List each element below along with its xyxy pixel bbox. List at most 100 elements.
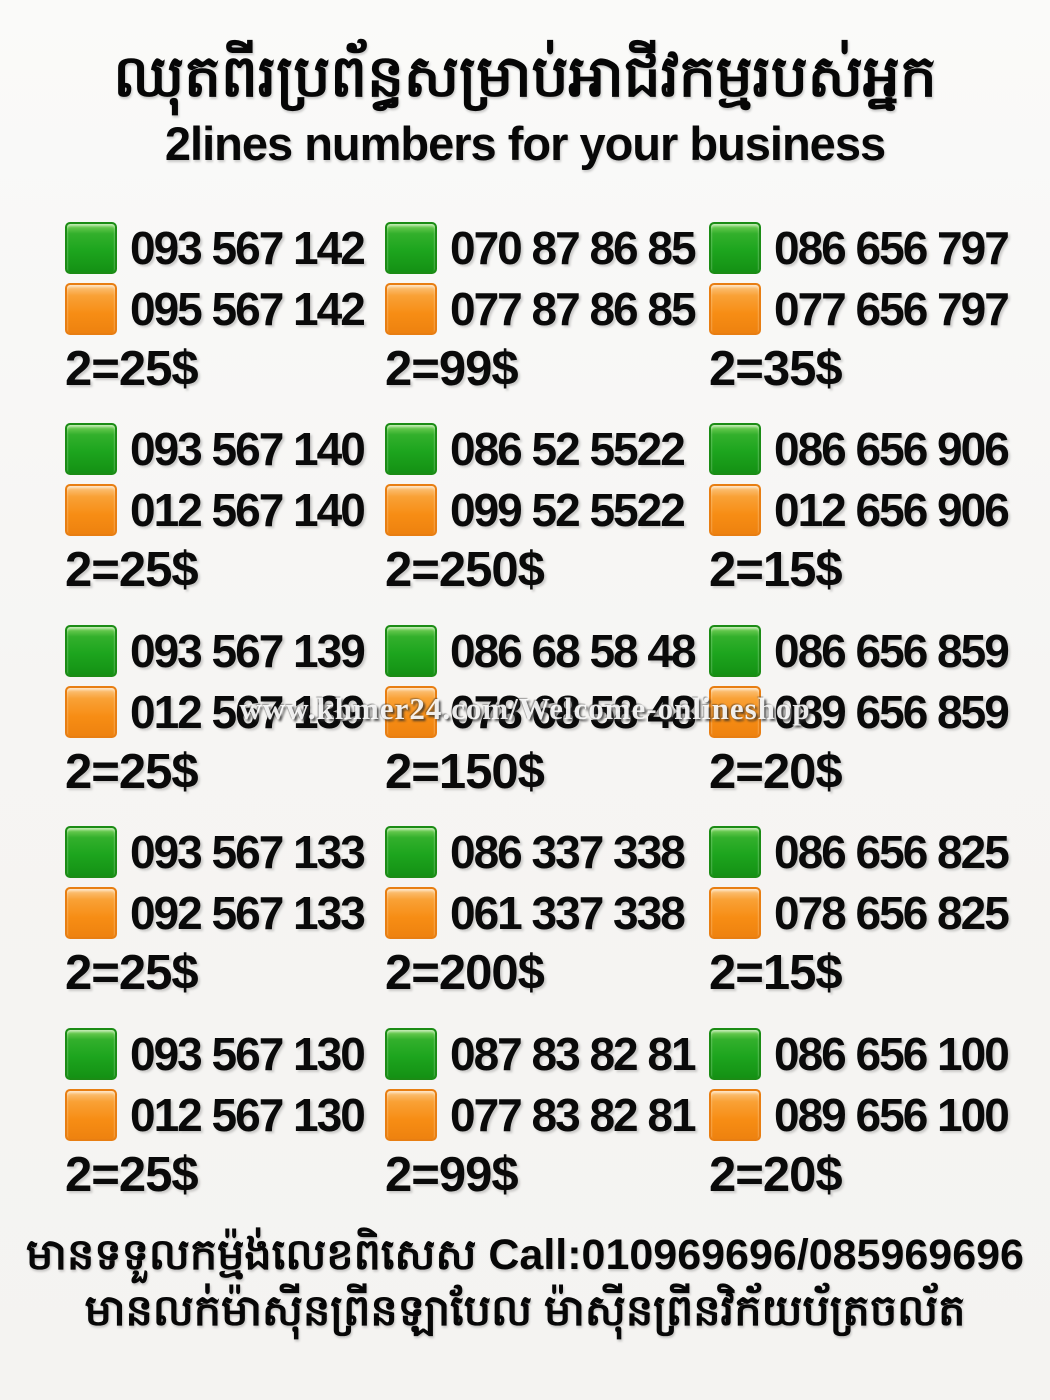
offer-number-line1: 086 656 906 xyxy=(774,423,1010,476)
offer-number-line2: 077 83 82 81 xyxy=(450,1088,697,1141)
offer-card: 086 656 100 089 656 100 2=20$ xyxy=(709,1027,1010,1202)
offer-price: 2=25$ xyxy=(65,744,199,799)
footer-contact-line: មានទទួលកម្ម៉ង់លេខពិសេស Call:010969696/08… xyxy=(26,1231,1024,1279)
poster-header: ឈុតពីរប្រព័ន្ធសម្រាប់អាជីវកម្មរបស់អ្នក 2… xyxy=(0,38,1050,171)
orange-square-icon xyxy=(385,685,437,738)
offer-line2-row: 092 567 133 xyxy=(65,887,385,940)
offer-number-line1: 087 83 82 81 xyxy=(450,1027,697,1080)
offer-number-line1: 086 656 825 xyxy=(774,826,1010,879)
offer-card: 086 337 338 061 337 338 2=200$ xyxy=(385,826,709,999)
orange-square-icon xyxy=(65,887,117,940)
offer-line2-row: 078 656 825 xyxy=(709,887,1010,940)
offer-number-line1: 093 567 130 xyxy=(130,1027,366,1080)
offer-number-line2: 012 567 139 xyxy=(130,685,366,738)
offer-number-line1: 093 567 139 xyxy=(130,624,366,677)
offer-line2-row: 077 656 797 xyxy=(709,283,1010,335)
green-square-icon xyxy=(709,826,761,879)
page-title-khmer: ឈុតពីរប្រព័ន្ធសម្រាប់អាជីវកម្មរបស់អ្នក xyxy=(113,44,937,109)
green-square-icon xyxy=(709,1027,761,1080)
offer-price: 2=250$ xyxy=(385,543,545,598)
green-square-icon xyxy=(385,1027,437,1080)
offer-line2-row: 012 656 906 xyxy=(709,484,1010,537)
offer-price: 2=25$ xyxy=(65,342,199,396)
offer-card: 093 567 139 012 567 139 2=25$ xyxy=(65,624,385,799)
offer-price: 2=25$ xyxy=(65,543,199,598)
green-square-icon xyxy=(385,423,437,476)
offer-line2-row: 077 87 86 85 xyxy=(385,283,709,335)
offer-price: 2=15$ xyxy=(709,543,843,598)
green-square-icon xyxy=(65,624,117,677)
offer-card: 070 87 86 85 077 87 86 85 2=99$ xyxy=(385,222,709,395)
offer-number-line1: 086 337 338 xyxy=(450,826,686,879)
offer-line1-row: 086 52 5522 xyxy=(385,423,709,476)
offer-line1-row: 070 87 86 85 xyxy=(385,222,709,274)
offer-card: 086 656 825 078 656 825 2=15$ xyxy=(709,826,1010,999)
green-square-icon xyxy=(65,1027,117,1080)
green-square-icon xyxy=(385,222,437,274)
offer-line2-row: 089 656 100 xyxy=(709,1088,1010,1141)
orange-square-icon xyxy=(709,887,761,940)
offer-line1-row: 086 337 338 xyxy=(385,826,709,879)
offer-card: 093 567 142 095 567 142 2=25$ xyxy=(65,222,385,395)
offer-number-line2: 092 567 133 xyxy=(130,887,366,940)
orange-square-icon xyxy=(385,887,437,940)
offer-number-line2: 095 567 142 xyxy=(130,283,366,335)
offer-line1-row: 093 567 133 xyxy=(65,826,385,879)
offer-price: 2=200$ xyxy=(385,946,545,1001)
offer-price: 2=35$ xyxy=(709,342,843,396)
offer-line2-row: 061 337 338 xyxy=(385,887,709,940)
offer-number-line1: 093 567 142 xyxy=(130,222,366,274)
offer-card: 086 656 859 089 656 859 2=20$ xyxy=(709,624,1010,799)
offer-number-line2: 077 87 86 85 xyxy=(450,283,697,335)
green-square-icon xyxy=(385,624,437,677)
offer-line2-row: 095 567 142 xyxy=(65,283,385,335)
orange-square-icon xyxy=(65,484,117,537)
offer-line1-row: 087 83 82 81 xyxy=(385,1027,709,1080)
offer-card: 093 567 133 092 567 133 2=25$ xyxy=(65,826,385,999)
offer-card: 086 656 797 077 656 797 2=35$ xyxy=(709,222,1010,396)
offer-number-line1: 086 68 58 48 xyxy=(450,624,697,677)
green-square-icon xyxy=(65,222,117,274)
offer-line1-row: 086 656 906 xyxy=(709,423,1010,476)
offer-line2-row: 078 68 58 48 xyxy=(385,685,709,738)
orange-square-icon xyxy=(709,685,761,738)
offer-number-line1: 086 52 5522 xyxy=(450,423,686,476)
orange-square-icon xyxy=(709,1088,761,1141)
green-square-icon xyxy=(65,826,117,879)
offer-number-line2: 012 567 130 xyxy=(130,1088,366,1141)
orange-square-icon xyxy=(385,1088,437,1141)
green-square-icon xyxy=(65,423,117,476)
offer-line2-row: 012 567 140 xyxy=(65,484,385,537)
offer-number-line2: 078 656 825 xyxy=(774,887,1010,940)
orange-square-icon xyxy=(65,685,117,738)
green-square-icon xyxy=(709,423,761,476)
offer-line1-row: 086 656 797 xyxy=(709,222,1010,274)
offer-card: 087 83 82 81 077 83 82 81 2=99$ xyxy=(385,1027,709,1202)
offer-price: 2=99$ xyxy=(385,1147,519,1202)
offer-line1-row: 086 656 100 xyxy=(709,1027,1010,1080)
offer-line2-row: 099 52 5522 xyxy=(385,484,709,537)
offer-line1-row: 093 567 130 xyxy=(65,1027,385,1080)
offer-number-line2: 078 68 58 48 xyxy=(450,685,697,738)
offer-price: 2=150$ xyxy=(385,744,545,799)
offer-card: 086 68 58 48 078 68 58 48 2=150$ xyxy=(385,624,709,799)
poster-footer: មានទទួលកម្ម៉ង់លេខពិសេស Call:010969696/08… xyxy=(0,1228,1050,1340)
offer-card: 093 567 130 012 567 130 2=25$ xyxy=(65,1027,385,1201)
offer-price: 2=20$ xyxy=(709,744,843,799)
offer-line1-row: 093 567 139 xyxy=(65,624,385,677)
offer-number-line2: 061 337 338 xyxy=(450,887,686,940)
offer-line1-row: 093 567 140 xyxy=(65,423,385,476)
offer-card: 093 567 140 012 567 140 2=25$ xyxy=(65,423,385,596)
offer-number-line1: 086 656 797 xyxy=(774,222,1010,274)
offer-line2-row: 077 83 82 81 xyxy=(385,1088,709,1141)
orange-square-icon xyxy=(65,1088,117,1141)
offers-grid: 093 567 142 095 567 142 2=25$ 070 87 86 … xyxy=(65,222,1010,1202)
green-square-icon xyxy=(709,222,761,274)
offer-line2-row: 012 567 139 xyxy=(65,685,385,738)
offer-number-line1: 086 656 859 xyxy=(774,624,1010,677)
offer-price: 2=20$ xyxy=(709,1147,843,1202)
offer-number-line1: 070 87 86 85 xyxy=(450,222,697,274)
footer-products-line: មានលក់ម៉ាស៊ីនព្រីនឡាបែល ម៉ាស៊ីនព្រីនវិក័… xyxy=(84,1286,966,1335)
offer-line1-row: 086 68 58 48 xyxy=(385,624,709,677)
